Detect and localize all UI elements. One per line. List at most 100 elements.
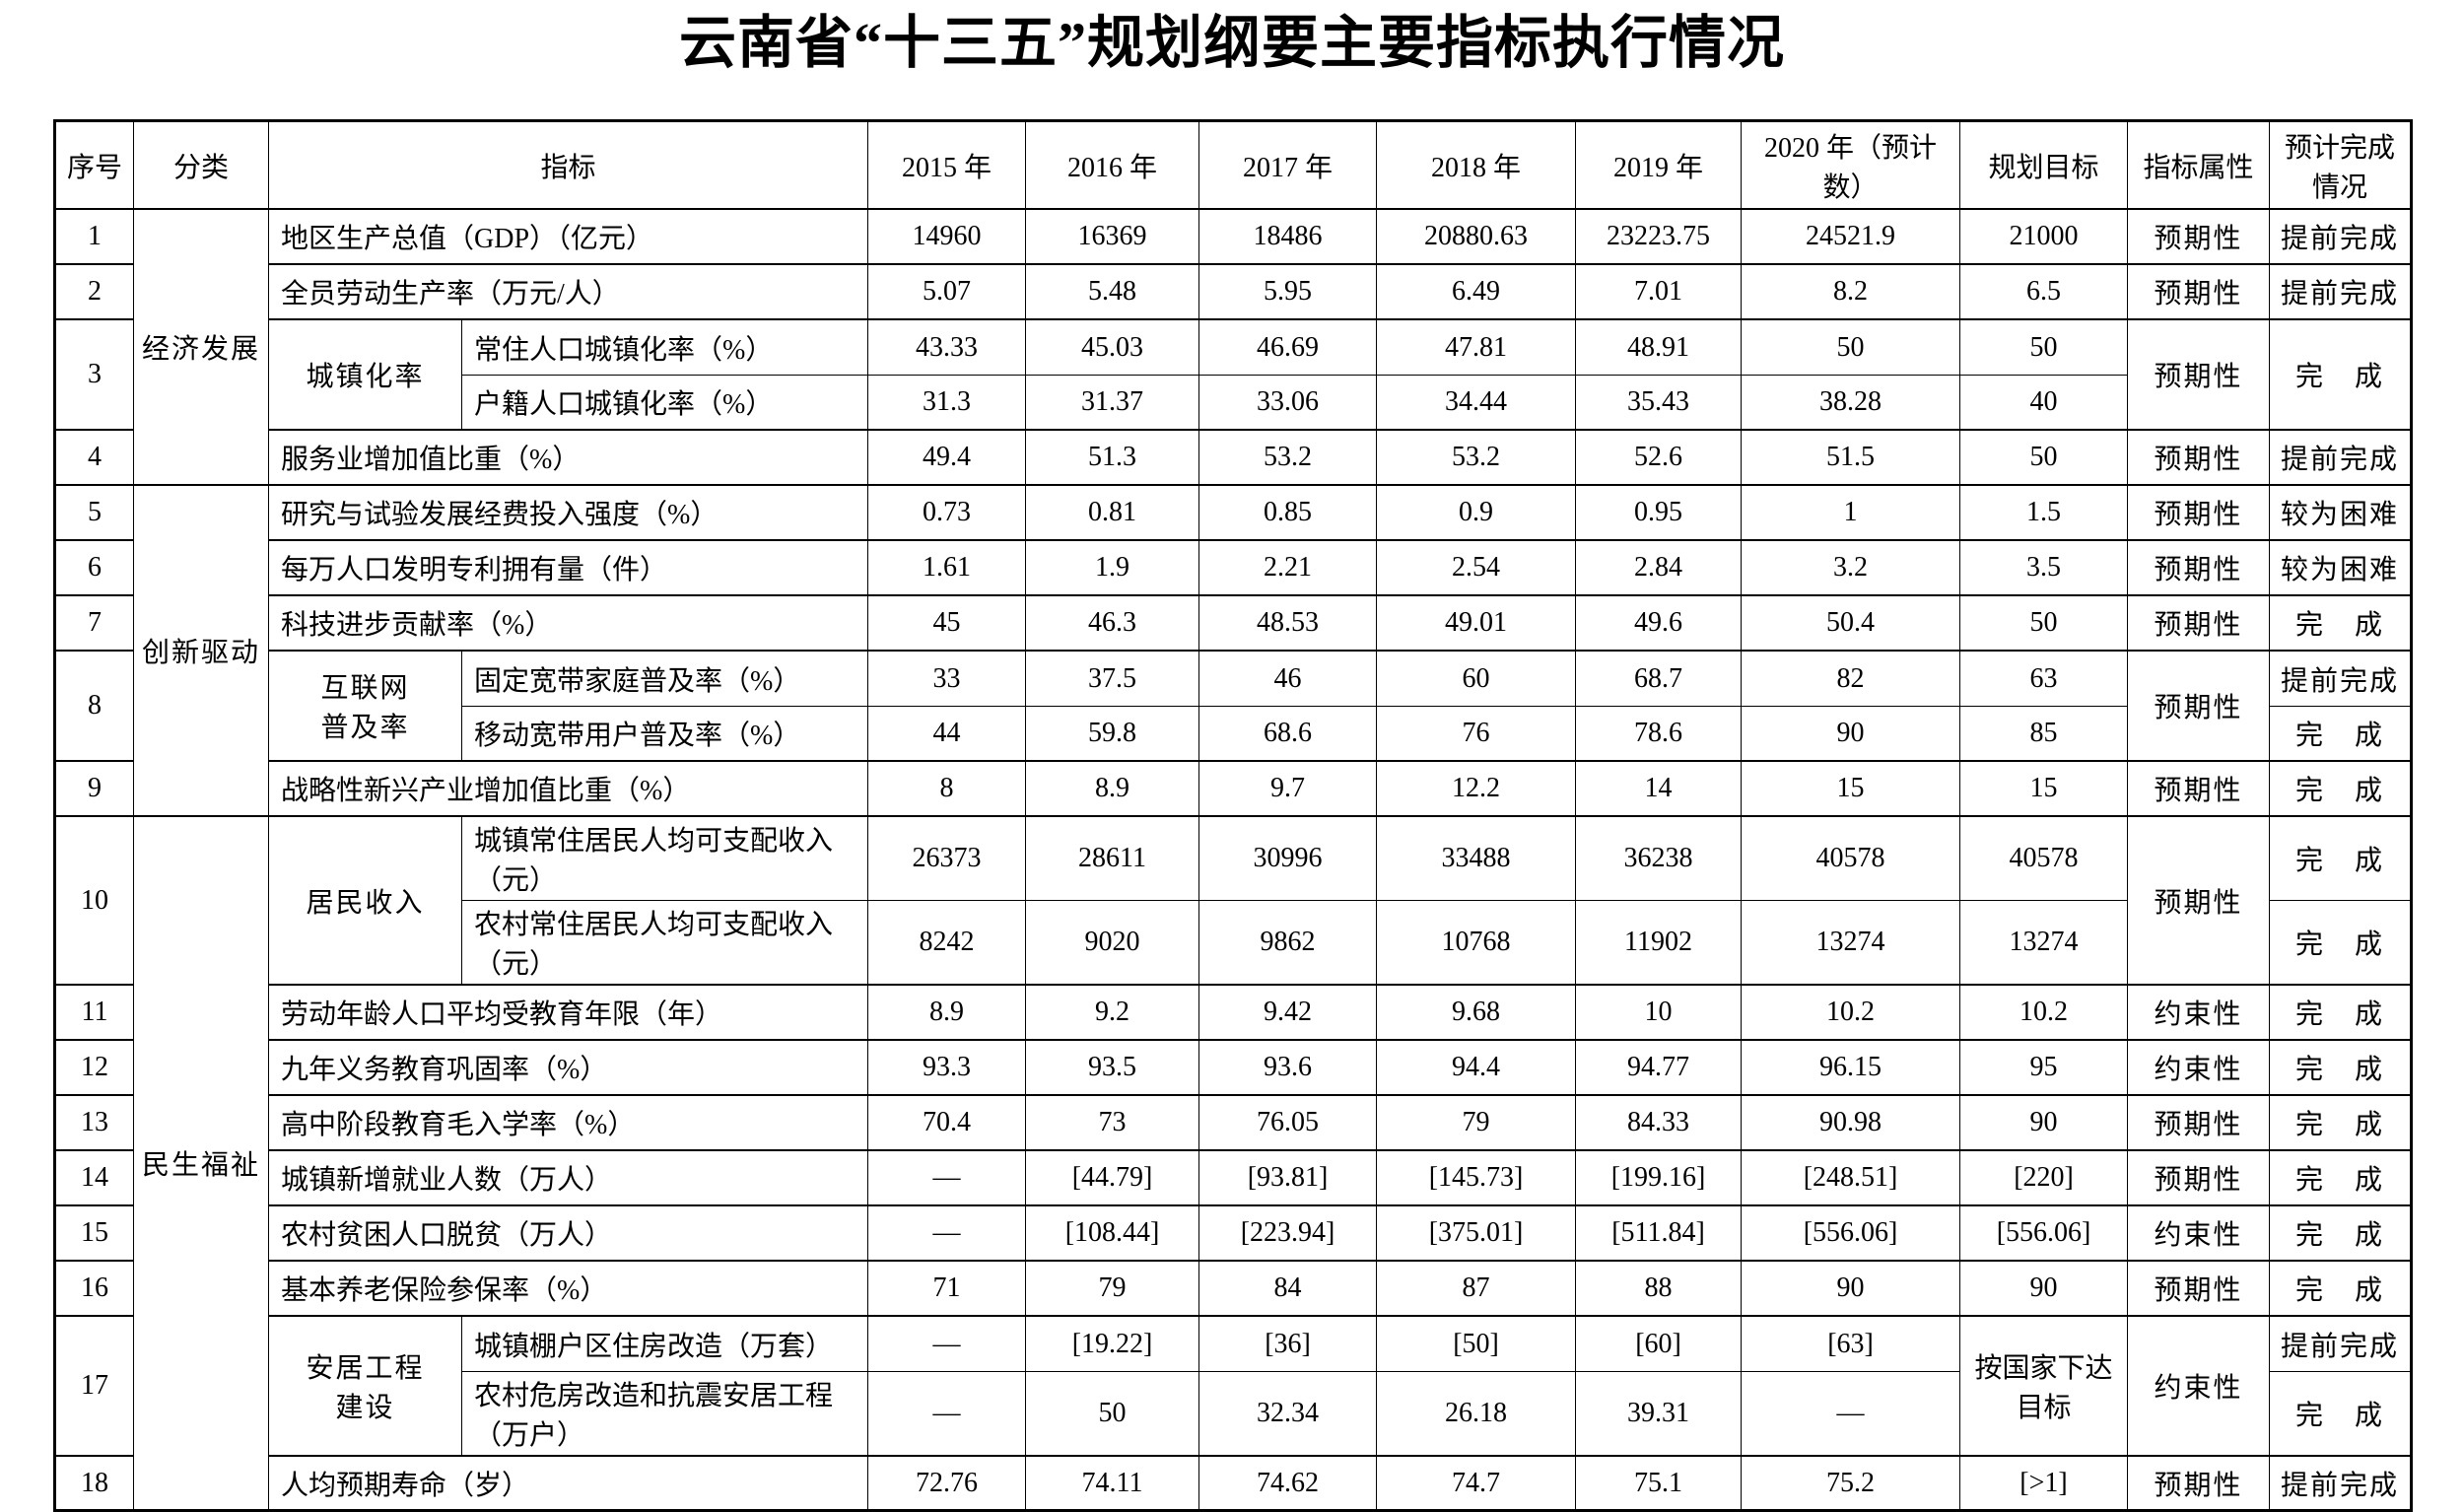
subgroup-cell: 城镇化率 (268, 318, 462, 431)
indicator-cell: 城镇新增就业人数（万人） (267, 1149, 869, 1206)
table-row: 6 每万人口发明专利拥有量（件） 1.61 1.9 2.21 2.54 2.84… (54, 539, 2413, 596)
header-2020-forecast: 2020 年（预计数） (1741, 119, 1961, 211)
value-cell: 0.9 (1376, 484, 1577, 541)
attr-cell: 预期性 (2127, 1094, 2271, 1151)
value-cell: 6.49 (1376, 263, 1577, 320)
value-cell: 9.42 (1198, 984, 1378, 1041)
table-row: 18 人均预期寿命（岁） 72.76 74.11 74.62 74.7 75.1… (54, 1454, 2413, 1512)
indicator-cell: 基本养老保险参保率（%） (267, 1260, 869, 1317)
value-cell: 79 (1025, 1260, 1200, 1317)
status-cell: 提前完成 (2269, 429, 2413, 486)
subgroup-cell: 互联网 普及率 (268, 650, 462, 762)
value-cell: 2.54 (1376, 539, 1577, 596)
value-cell: 10768 (1376, 900, 1577, 986)
attr-cell: 预期性 (2127, 539, 2271, 596)
value-cell: 26373 (867, 815, 1027, 902)
status-cell: 完 成 (2269, 984, 2413, 1041)
seq-cell: 5 (54, 484, 134, 541)
table-row: 17 安居工程 建设 城镇棚户区住房改造（万套） — [19.22] [36] … (54, 1315, 2413, 1457)
value-cell: 14960 (867, 208, 1027, 265)
status-cell: 完 成 (2269, 1094, 2413, 1151)
value-cell: 88 (1575, 1260, 1743, 1317)
seq-cell: 11 (54, 984, 134, 1041)
value-cell: 37.5 (1025, 650, 1200, 707)
subgroup-cell: 安居工程 建设 (268, 1315, 462, 1457)
indicator-cell: 战略性新兴产业增加值比重（%） (267, 760, 869, 817)
value-cell: 33.06 (1198, 374, 1378, 431)
value-cell: 73 (1025, 1094, 1200, 1151)
value-cell: 14 (1575, 760, 1743, 817)
status-cell: 完 成 (2269, 900, 2413, 986)
attr-cell: 约束性 (2127, 1039, 2271, 1096)
value-cell: 10.2 (1741, 984, 1961, 1041)
value-cell: 0.81 (1025, 484, 1200, 541)
value-cell: 44 (867, 705, 1027, 762)
status-cell: 完 成 (2269, 318, 2413, 431)
value-cell: 31.37 (1025, 374, 1200, 431)
indicator-cell: 户籍人口城镇化率（%） (460, 374, 869, 431)
status-cell: 提前完成 (2269, 1315, 2413, 1372)
plan-target-cell: 50 (1959, 429, 2129, 486)
value-cell: 5.48 (1025, 263, 1200, 320)
value-cell: 7.01 (1575, 263, 1743, 320)
value-cell: 48.53 (1198, 594, 1378, 652)
seq-cell: 14 (54, 1149, 134, 1206)
status-cell: 完 成 (2269, 1260, 2413, 1317)
value-cell: 84 (1198, 1260, 1378, 1317)
indicator-cell: 研究与试验发展经费投入强度（%） (267, 484, 869, 541)
value-cell: 76.05 (1198, 1094, 1378, 1151)
value-cell: 9862 (1198, 900, 1378, 986)
attr-cell: 预期性 (2127, 208, 2271, 265)
plan-target-cell: 40 (1959, 374, 2129, 431)
value-cell: [199.16] (1575, 1149, 1743, 1206)
value-cell: 8.9 (867, 984, 1027, 1041)
value-cell: 82 (1741, 650, 1961, 707)
value-cell: [44.79] (1025, 1149, 1200, 1206)
attr-cell: 预期性 (2127, 484, 2271, 541)
plan-target-cell: 90 (1959, 1094, 2129, 1151)
category-cell: 民生福祉 (133, 815, 269, 1512)
value-cell: 59.8 (1025, 705, 1200, 762)
attr-cell: 约束性 (2127, 984, 2271, 1041)
attr-cell: 预期性 (2127, 429, 2271, 486)
seq-cell: 3 (54, 318, 134, 431)
header-seq: 序号 (54, 119, 134, 211)
plan-target-cell: 90 (1959, 1260, 2129, 1317)
value-cell: — (867, 1204, 1027, 1262)
plan-target-cell: 40578 (1959, 815, 2129, 902)
status-cell: 完 成 (2269, 1149, 2413, 1206)
value-cell: 26.18 (1376, 1370, 1577, 1457)
value-cell: 0.95 (1575, 484, 1743, 541)
indicators-table: 序号 分类 指标 2015 年 2016 年 2017 年 2018 年 201… (53, 118, 2414, 1512)
indicator-cell: 城镇棚户区住房改造（万套） (460, 1315, 869, 1372)
value-cell: 11902 (1575, 900, 1743, 986)
value-cell: 20880.63 (1376, 208, 1577, 265)
value-cell: 45.03 (1025, 318, 1200, 376)
seq-cell: 8 (54, 650, 134, 762)
table-row: 3 城镇化率 常住人口城镇化率（%） 43.33 45.03 46.69 47.… (54, 318, 2413, 431)
indicator-cell: 农村贫困人口脱贫（万人） (267, 1204, 869, 1262)
value-cell: 53.2 (1198, 429, 1378, 486)
plan-target-cell: 85 (1959, 705, 2129, 762)
status-cell: 完 成 (2269, 1204, 2413, 1262)
value-cell: 24521.9 (1741, 208, 1961, 265)
plan-target-cell: 13274 (1959, 900, 2129, 986)
category-cell: 经济发展 (133, 208, 269, 486)
seq-cell: 16 (54, 1260, 134, 1317)
indicator-cell: 地区生产总值（GDP）（亿元） (267, 208, 869, 265)
seq-cell: 18 (54, 1454, 134, 1512)
value-cell: 48.91 (1575, 318, 1743, 376)
attr-cell: 预期性 (2127, 263, 2271, 320)
seq-cell: 12 (54, 1039, 134, 1096)
value-cell: 50 (1025, 1370, 1200, 1457)
table-row: 15 农村贫困人口脱贫（万人） — [108.44] [223.94] [375… (54, 1204, 2413, 1262)
value-cell: 5.07 (867, 263, 1027, 320)
indicator-cell: 劳动年龄人口平均受教育年限（年） (267, 984, 869, 1041)
value-cell: 45 (867, 594, 1027, 652)
value-cell: 36238 (1575, 815, 1743, 902)
table-row: 14 城镇新增就业人数（万人） — [44.79] [93.81] [145.7… (54, 1149, 2413, 1206)
plan-target-cell: 1.5 (1959, 484, 2129, 541)
plan-target-cell: [556.06] (1959, 1204, 2129, 1262)
status-cell: 完 成 (2269, 760, 2413, 817)
header-2016: 2016 年 (1025, 119, 1200, 211)
